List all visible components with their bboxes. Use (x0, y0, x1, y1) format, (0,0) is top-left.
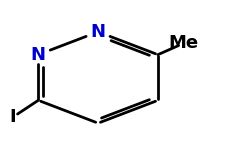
Text: N: N (91, 23, 106, 41)
Text: I: I (9, 108, 16, 126)
Text: N: N (31, 46, 46, 64)
Text: Me: Me (169, 34, 199, 52)
